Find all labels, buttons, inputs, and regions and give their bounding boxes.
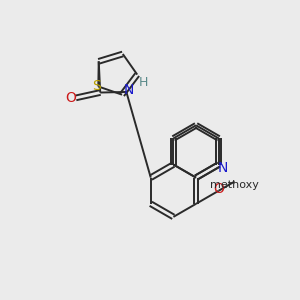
Text: S: S <box>92 79 101 93</box>
Text: N: N <box>123 83 134 97</box>
Text: O: O <box>65 91 76 105</box>
Text: H: H <box>139 76 148 89</box>
Text: methoxy: methoxy <box>210 180 259 190</box>
Text: N: N <box>218 160 228 175</box>
Text: O: O <box>213 182 224 196</box>
